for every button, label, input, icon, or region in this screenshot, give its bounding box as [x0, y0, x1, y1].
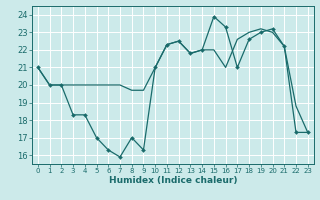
X-axis label: Humidex (Indice chaleur): Humidex (Indice chaleur) — [108, 176, 237, 185]
